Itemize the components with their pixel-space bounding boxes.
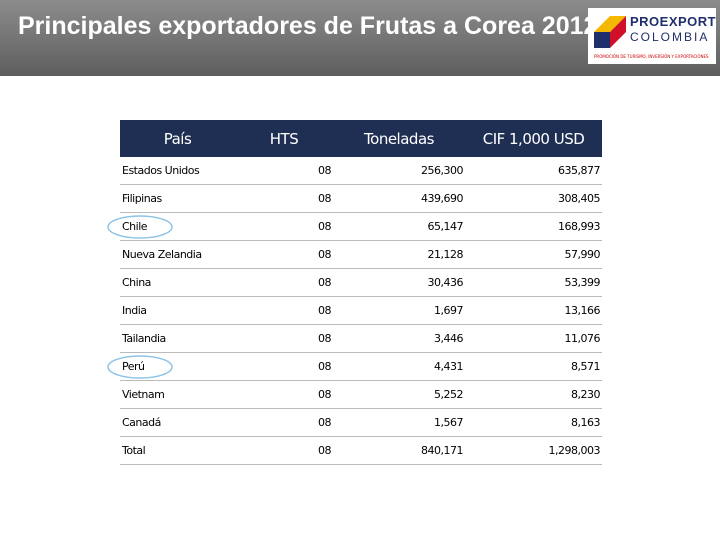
table-cell: 4,431 — [333, 352, 465, 381]
logo: PROEXPORT COLOMBIA PROMOCIÓN DE TURISMO,… — [588, 8, 716, 64]
table-cell: 635,877 — [465, 157, 602, 185]
table-cell: Canadá — [120, 408, 235, 437]
table-cell: Total — [120, 436, 235, 465]
table-cell: 08 — [235, 268, 333, 297]
table-cell: 08 — [235, 184, 333, 213]
table-cell: 08 — [235, 408, 333, 437]
table-row: Estados Unidos 08 256,300 635,877 — [120, 157, 602, 185]
table-cell: China — [120, 268, 235, 297]
table-row: Total 08 840,171 1,298,003 — [120, 436, 602, 465]
table-cell: 439,690 — [333, 184, 465, 213]
table-cell: 1,567 — [333, 408, 465, 437]
table-cell: 08 — [235, 240, 333, 269]
table-cell: 8,230 — [465, 380, 602, 409]
table-cell: 1,298,003 — [465, 436, 602, 465]
table-row: Nueva Zelandia 08 21,128 57,990 — [120, 240, 602, 269]
table-cell: 08 — [235, 324, 333, 353]
logo-icon — [594, 16, 626, 48]
table-cell: Nueva Zelandia — [120, 240, 235, 269]
table-cell: Vietnam — [120, 380, 235, 409]
logo-tagline: PROMOCIÓN DE TURISMO, INVERSIÓN Y EXPORT… — [594, 54, 709, 59]
table-cell: 21,128 — [333, 240, 465, 269]
column-header: CIF 1,000 USD — [465, 120, 602, 157]
table-row: India 08 1,697 13,166 — [120, 296, 602, 325]
table-cell: 840,171 — [333, 436, 465, 465]
title: Principales exportadores de Frutas a Cor… — [18, 12, 598, 40]
table-cell: 08 — [235, 212, 333, 241]
table-cell: 08 — [235, 380, 333, 409]
table-cell: 168,993 — [465, 212, 602, 241]
table-cell: 1,697 — [333, 296, 465, 325]
table-cell: 08 — [235, 296, 333, 325]
table-cell: 30,436 — [333, 268, 465, 297]
table-cell: 11,076 — [465, 324, 602, 353]
table-row: Tailandia 08 3,446 11,076 — [120, 324, 602, 353]
table-cell: 8,571 — [465, 352, 602, 381]
table-row: Perú 08 4,431 8,571 — [120, 352, 602, 381]
table-cell: 3,446 — [333, 324, 465, 353]
table-cell: 8,163 — [465, 408, 602, 437]
column-header: País — [120, 120, 235, 157]
logo-country: COLOMBIA — [630, 30, 710, 44]
header-row: País HTS Toneladas CIF 1,000 USD — [120, 120, 602, 157]
column-header: Toneladas — [333, 120, 465, 157]
table-cell: 57,990 — [465, 240, 602, 269]
table-row: Canadá 08 1,567 8,163 — [120, 408, 602, 437]
table-cell: Tailandia — [120, 324, 235, 353]
table-cell: 5,252 — [333, 380, 465, 409]
table-cell: India — [120, 296, 235, 325]
table-cell: 08 — [235, 352, 333, 381]
table-cell: 256,300 — [333, 157, 465, 185]
table-row: China 08 30,436 53,399 — [120, 268, 602, 297]
table-row: Vietnam 08 5,252 8,230 — [120, 380, 602, 409]
table-cell: 13,166 — [465, 296, 602, 325]
column-header: HTS — [235, 120, 333, 157]
table-cell: Chile — [120, 212, 235, 241]
table-row: Chile 08 65,147 168,993 — [120, 212, 602, 241]
table-cell: 308,405 — [465, 184, 602, 213]
table-cell: 53,399 — [465, 268, 602, 297]
table-cell: 65,147 — [333, 212, 465, 241]
table-cell: 08 — [235, 157, 333, 185]
table-cell: Perú — [120, 352, 235, 381]
table-cell: Filipinas — [120, 184, 235, 213]
logo-name: PROEXPORT — [630, 14, 717, 29]
table-cell: Estados Unidos — [120, 157, 235, 185]
table-cell: 08 — [235, 436, 333, 465]
table-row: Filipinas 08 439,690 308,405 — [120, 184, 602, 213]
table: País HTS Toneladas CIF 1,000 USD Estados Un… — [120, 120, 602, 465]
